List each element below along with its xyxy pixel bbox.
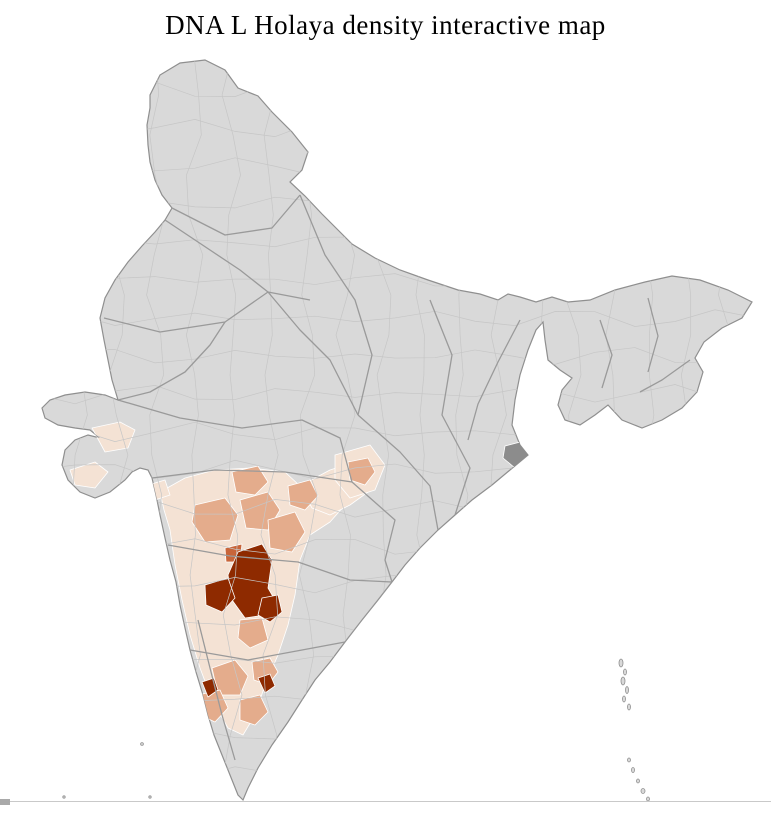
state-border-line xyxy=(167,544,393,583)
state-border-line xyxy=(599,319,613,389)
state-border-line xyxy=(171,194,301,236)
district-boundary-line xyxy=(260,60,279,776)
district-boundary-line xyxy=(42,765,752,783)
district-density-medium[interactable] xyxy=(237,617,269,649)
island-shape[interactable] xyxy=(62,795,66,799)
state-border-line xyxy=(197,619,236,761)
district-boundary-line xyxy=(42,119,752,138)
district-boundary-line xyxy=(185,60,204,776)
district-density-medium[interactable] xyxy=(267,511,306,553)
bottom-divider xyxy=(0,801,771,802)
andaman-islands[interactable] xyxy=(618,658,631,711)
district-density-medium[interactable] xyxy=(239,694,269,726)
district-boundary-line xyxy=(42,156,752,176)
district-density-high[interactable] xyxy=(204,577,236,613)
island-shape[interactable] xyxy=(627,703,631,711)
india-landmass[interactable] xyxy=(41,59,753,802)
district-boundary-line xyxy=(678,60,698,776)
district-density-medium[interactable] xyxy=(287,479,319,511)
state-border-line xyxy=(357,414,439,531)
district-boundary-line xyxy=(42,726,752,746)
density-districts-layer xyxy=(69,421,543,736)
district-boundary-line xyxy=(42,611,752,631)
district-boundary-line xyxy=(42,384,752,405)
state-border-line xyxy=(429,299,471,516)
island-shape[interactable] xyxy=(640,788,646,794)
island-shape[interactable] xyxy=(623,668,627,676)
island-shape[interactable] xyxy=(620,676,626,686)
district-boundary-line xyxy=(42,688,752,709)
island-shape[interactable] xyxy=(631,767,635,773)
island-shape[interactable] xyxy=(622,695,626,703)
state-border-line xyxy=(117,321,226,401)
district-boundary-line xyxy=(42,81,752,99)
island-shape[interactable] xyxy=(618,658,624,668)
district-boundary-line xyxy=(221,60,243,776)
lakshadweep-islands[interactable] xyxy=(62,742,152,799)
island-shape[interactable] xyxy=(636,778,640,784)
island-shape[interactable] xyxy=(148,795,152,799)
state-border-line xyxy=(299,194,373,416)
district-boundary-line xyxy=(42,650,752,671)
district-boundary-line xyxy=(42,347,752,365)
district-density-medium[interactable] xyxy=(231,465,269,496)
state-border-line xyxy=(164,219,269,293)
state-border-line xyxy=(467,319,521,441)
page-title: DNA L Holaya density interactive map xyxy=(165,10,606,40)
state-border-line xyxy=(189,641,346,661)
district-density-high[interactable] xyxy=(257,673,276,694)
district-boundary-line xyxy=(42,309,752,327)
district-boundary-line xyxy=(526,60,546,776)
nicobar-islands[interactable] xyxy=(627,757,650,802)
island-shape[interactable] xyxy=(625,686,629,694)
island-shape[interactable] xyxy=(627,757,631,763)
bottom-divider-notch xyxy=(0,799,10,805)
district-density-medium[interactable] xyxy=(191,497,239,543)
state-border-line xyxy=(351,481,396,583)
island-shape[interactable] xyxy=(140,742,144,746)
state-border-line xyxy=(639,359,691,393)
district-boundary-line xyxy=(718,60,735,776)
state-borders-layer xyxy=(103,194,691,761)
district-boundary-line xyxy=(42,193,752,214)
state-border-line xyxy=(151,469,353,483)
district-density-low[interactable] xyxy=(69,461,109,489)
state-border-line xyxy=(267,291,359,416)
district-density-medium[interactable] xyxy=(347,457,376,486)
state-border-line xyxy=(647,297,659,373)
district-density-low[interactable] xyxy=(91,421,136,453)
state-border-line xyxy=(117,399,353,483)
